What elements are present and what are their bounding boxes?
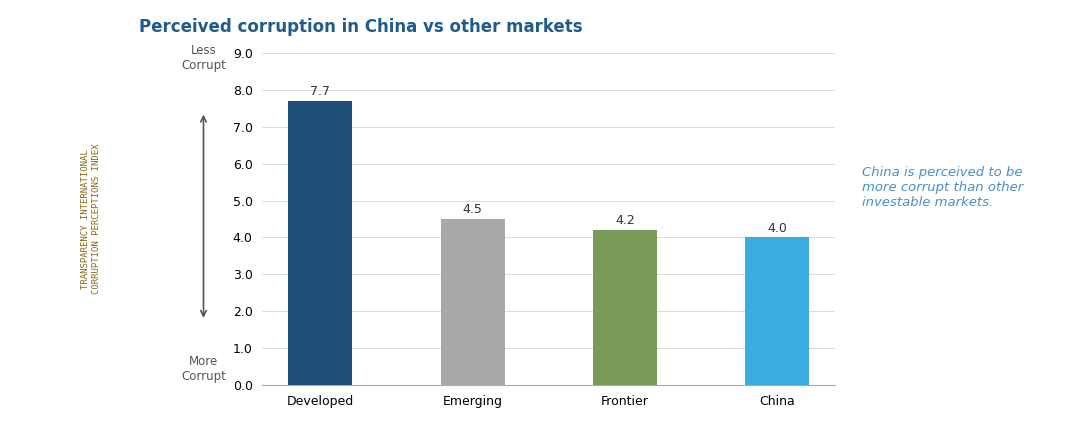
Text: Perceived corruption in China vs other markets: Perceived corruption in China vs other m…	[139, 18, 583, 35]
Text: 7.7: 7.7	[311, 85, 331, 98]
Text: More
Corrupt: More Corrupt	[181, 355, 226, 383]
Text: 4.5: 4.5	[463, 203, 483, 216]
Text: 4.0: 4.0	[768, 222, 787, 234]
Text: TRANSPARENCY INTERNATIONAL
CORRUPTION PERCEPTIONS INDEX: TRANSPARENCY INTERNATIONAL CORRUPTION PE…	[81, 144, 101, 294]
Bar	[593, 230, 657, 385]
Bar	[288, 101, 352, 385]
Text: 4.2: 4.2	[615, 214, 635, 227]
Bar	[745, 237, 810, 385]
Bar	[441, 219, 504, 385]
Text: Less
Corrupt: Less Corrupt	[181, 44, 226, 72]
Text: China is perceived to be
more corrupt than other
investable markets.: China is perceived to be more corrupt th…	[862, 166, 1024, 209]
